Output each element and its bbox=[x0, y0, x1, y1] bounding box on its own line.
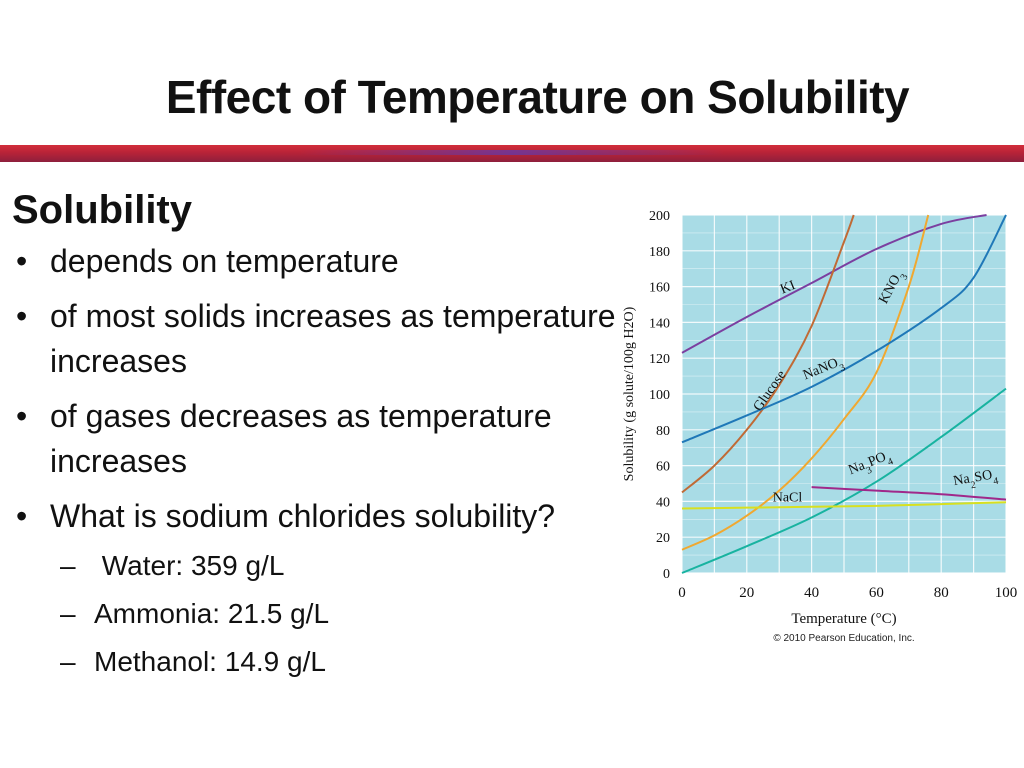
y-tick-label: 120 bbox=[649, 352, 670, 367]
series-line-glucose bbox=[681, 214, 855, 494]
label-part: Na bbox=[952, 471, 971, 489]
bullet-dot-icon: • bbox=[16, 498, 28, 534]
y-tick-label: 160 bbox=[649, 281, 670, 296]
bullet-text: of most solids increases as temperature … bbox=[50, 298, 616, 379]
bullet-dot-icon: • bbox=[16, 243, 28, 279]
label-part: 3 bbox=[865, 464, 874, 476]
y-tick-label: 180 bbox=[649, 245, 670, 260]
label-part: PO bbox=[866, 450, 888, 471]
section-heading: Solubility bbox=[12, 188, 192, 232]
y-tick-label: 40 bbox=[656, 495, 670, 510]
bullet-text: What is sodium chlorides solubility? bbox=[50, 498, 556, 534]
series-line-nacl bbox=[681, 501, 1007, 510]
series-line-ki bbox=[681, 214, 987, 354]
chart-svg: 0 20 40 60 80 100 120 140 160 180 200 0 20 40 60 80 100 T… bbox=[622, 209, 1018, 644]
label-part: NaCl bbox=[773, 490, 803, 505]
y-tick-label: 100 bbox=[649, 388, 670, 403]
series-label-na2so4: Na2SO4 bbox=[952, 467, 999, 494]
bullet-text: depends on temperature bbox=[50, 243, 399, 279]
y-axis-label: Solubility (g solute/100g H2O) bbox=[622, 306, 637, 481]
x-tick-label: 60 bbox=[869, 585, 884, 601]
dash-icon: – bbox=[60, 598, 76, 629]
label-part: 4 bbox=[886, 456, 895, 468]
bullet-dot-icon: • bbox=[16, 398, 28, 434]
sub-bullet-text: Methanol: 14.9 g/L bbox=[94, 646, 326, 677]
series-line-nano3 bbox=[681, 214, 1007, 444]
bullet-list: • depends on temperature • of most solids … bbox=[12, 239, 632, 539]
sub-bullet-item: – Ammonia: 21.5 g/L bbox=[60, 595, 632, 633]
y-tick-label: 0 bbox=[663, 567, 670, 582]
y-tick-label: 200 bbox=[649, 209, 670, 224]
series-line-kno3 bbox=[681, 214, 930, 551]
dash-icon: – bbox=[60, 550, 76, 581]
series-label-nacl: NaCl bbox=[773, 490, 803, 505]
dash-icon: – bbox=[60, 646, 76, 677]
series-label-ki: KI bbox=[778, 278, 798, 298]
series-line-na3po4 bbox=[681, 387, 1007, 574]
x-tick-label: 100 bbox=[995, 585, 1018, 601]
page-title: Effect of Temperature on Solubility bbox=[165, 71, 910, 123]
sub-bullet-list: – Water: 359 g/L – Ammonia: 21.5 g/L – Met… bbox=[12, 547, 632, 681]
sub-bullet-item: – Water: 359 g/L bbox=[60, 547, 632, 585]
title-accent-bar bbox=[0, 145, 1024, 162]
sub-bullet-text: Water: 359 g/L bbox=[94, 550, 285, 581]
text-block: Solubility • depends on temperature • of m… bbox=[12, 188, 632, 691]
bullet-item: • What is sodium chlorides solubility? bbox=[12, 494, 632, 539]
bullet-dot-icon: • bbox=[16, 298, 28, 334]
y-tick-label: 60 bbox=[656, 460, 670, 475]
bullet-item: • of most solids increases as temperature… bbox=[12, 294, 632, 384]
x-axis-label: Temperature (°C) bbox=[791, 611, 896, 627]
label-part: SO bbox=[973, 468, 993, 486]
label-part: 2 bbox=[970, 479, 977, 491]
bullet-item: • of gases decreases as temperature incre… bbox=[12, 394, 632, 484]
sub-bullet-text: Ammonia: 21.5 g/L bbox=[94, 598, 330, 629]
y-tick-label: 80 bbox=[656, 424, 670, 439]
series-label-na3po4: Na3PO4 bbox=[846, 448, 894, 483]
label-part: 4 bbox=[992, 475, 999, 487]
label-part: 3 bbox=[838, 362, 847, 374]
copyright-text: © 2010 Pearson Education, Inc. bbox=[773, 633, 914, 644]
bullet-item: • depends on temperature bbox=[12, 239, 632, 284]
series-line-na2so4 bbox=[811, 486, 1007, 501]
y-tick-label: 140 bbox=[649, 316, 670, 331]
solubility-chart: 0 20 40 60 80 100 120 140 160 180 200 0 20 40 60 80 100 T… bbox=[614, 200, 1024, 650]
sub-bullet-item: – Methanol: 14.9 g/L bbox=[60, 643, 632, 681]
label-part: KI bbox=[778, 278, 798, 298]
label-part: 3 bbox=[898, 272, 910, 282]
label-part: Na bbox=[846, 458, 867, 478]
y-tick-label: 20 bbox=[656, 531, 670, 546]
bullet-text: of gases decreases as temperature increa… bbox=[50, 398, 552, 479]
x-tick-label: 40 bbox=[804, 585, 819, 601]
x-tick-label: 20 bbox=[739, 585, 754, 601]
x-tick-label: 80 bbox=[934, 585, 949, 601]
x-tick-label: 0 bbox=[678, 585, 686, 601]
